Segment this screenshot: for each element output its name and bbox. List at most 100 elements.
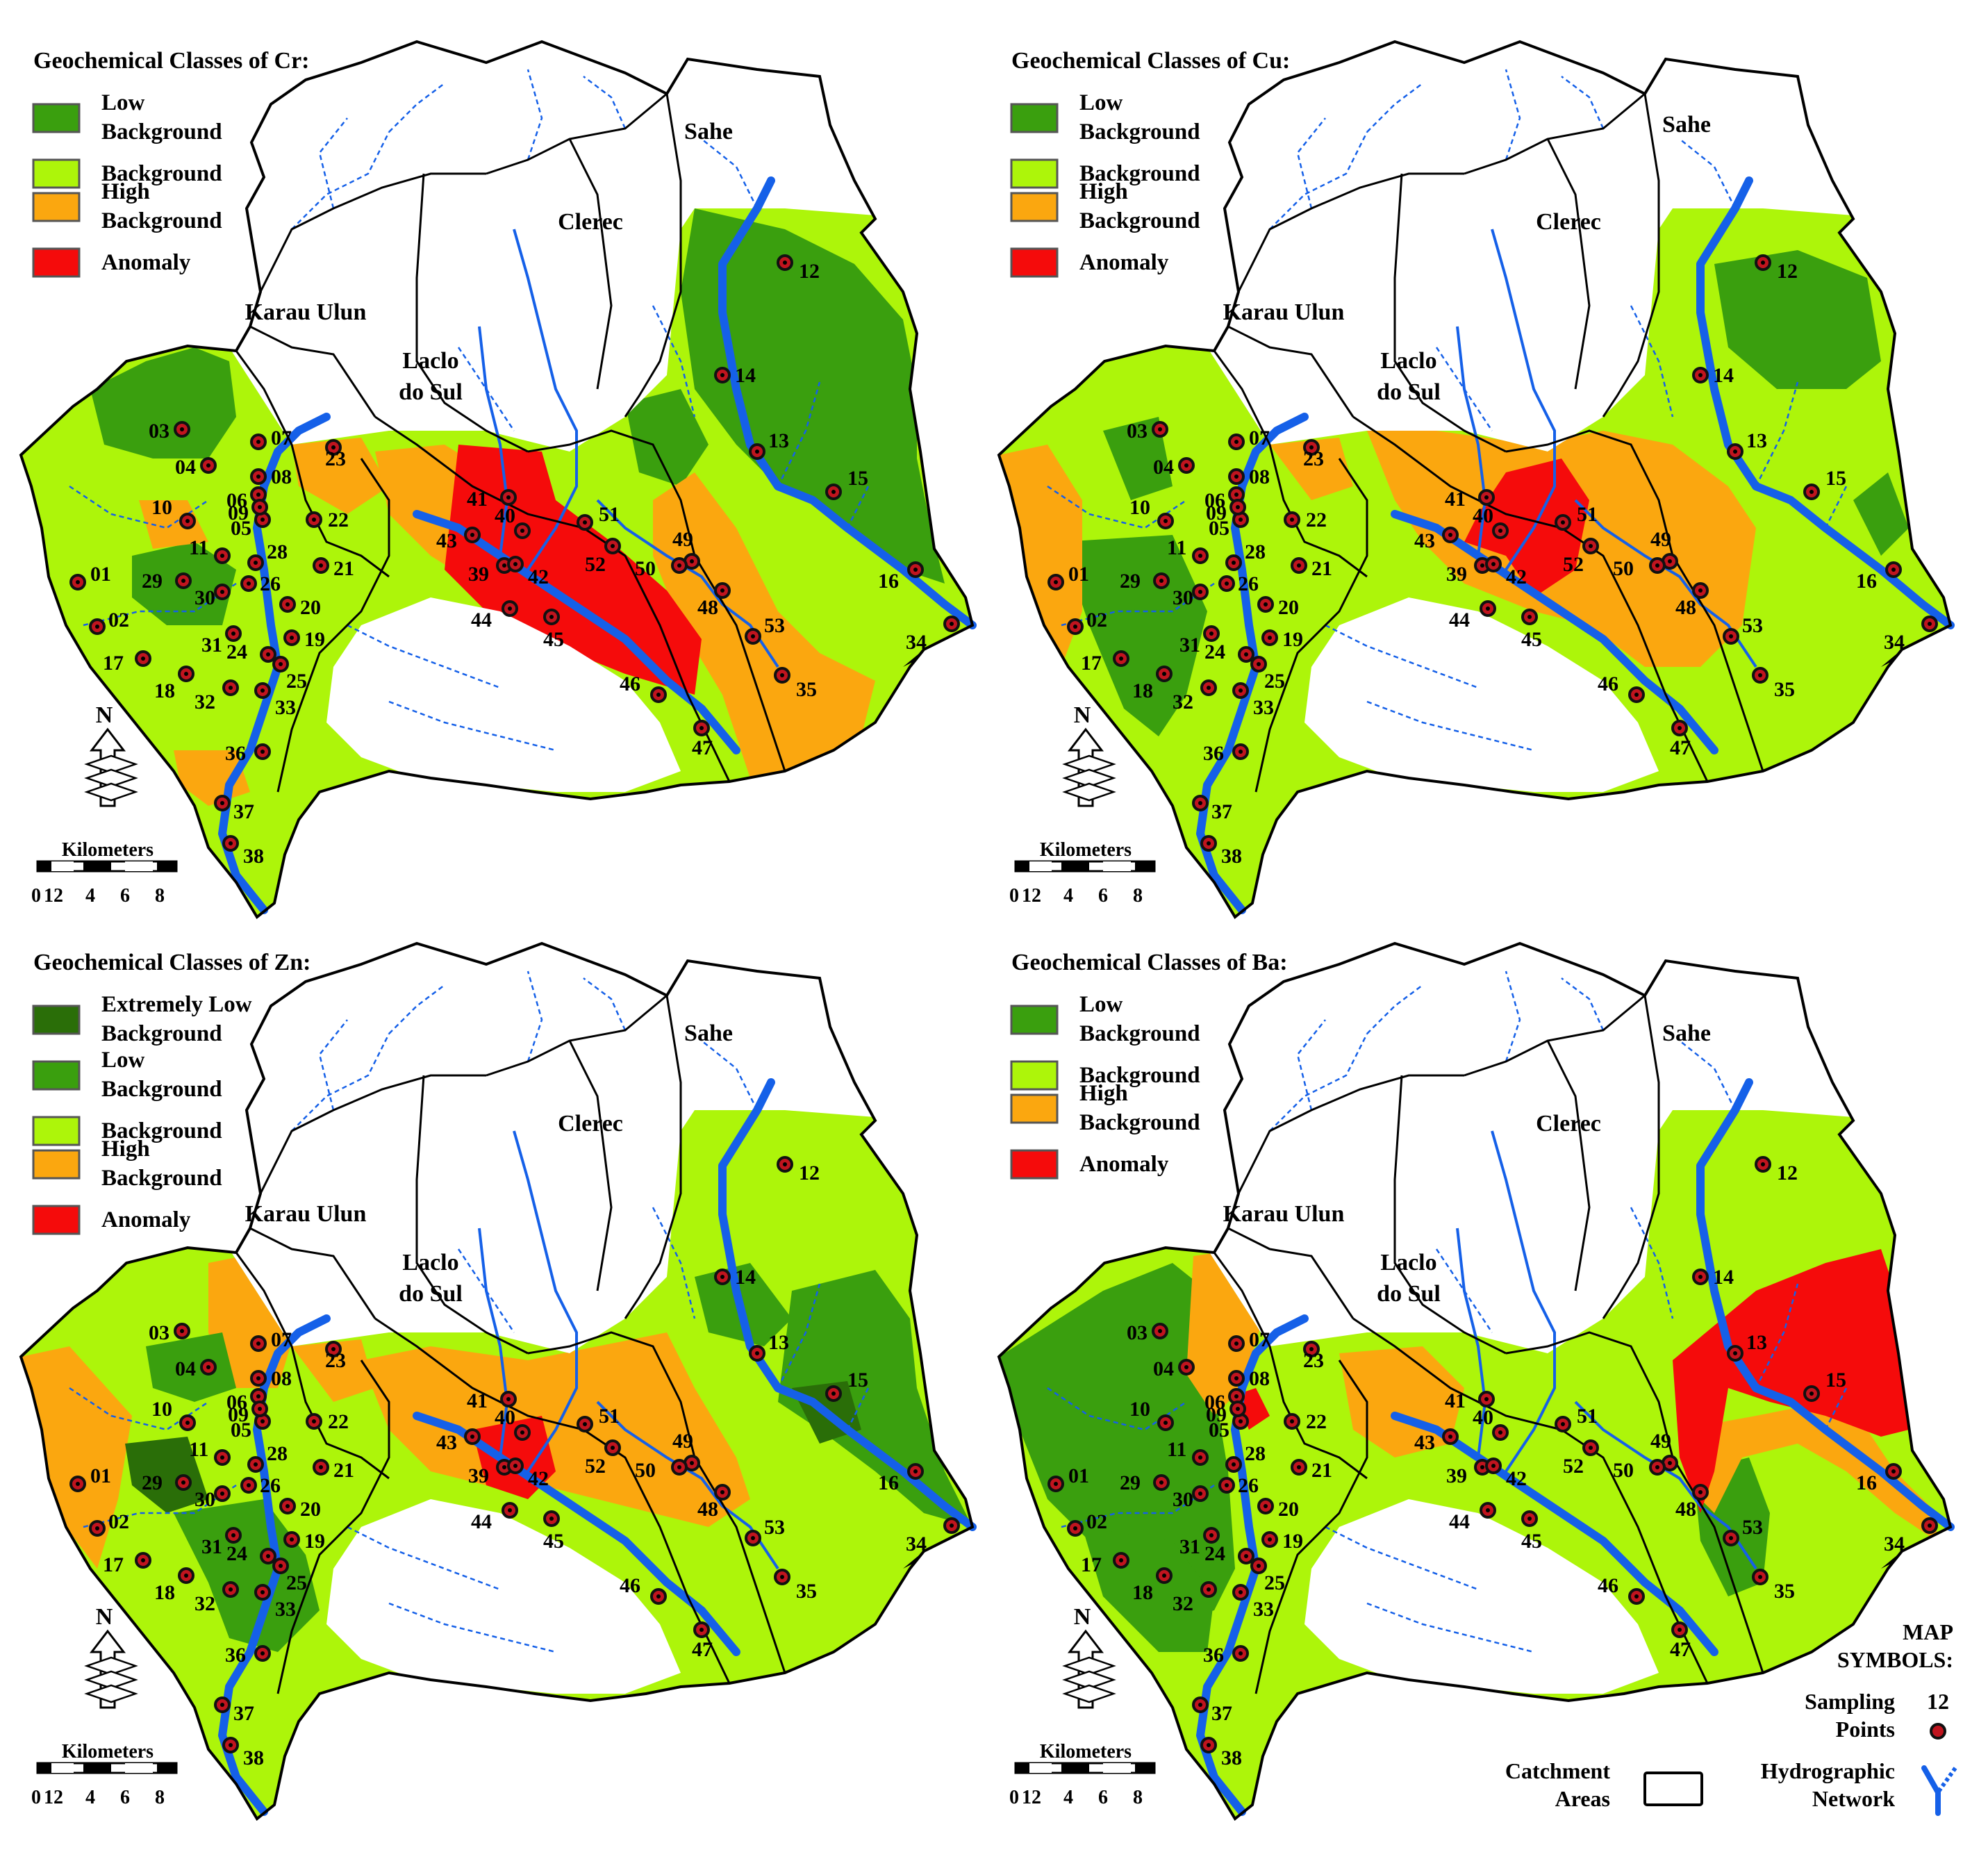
sampling-point: 25	[272, 656, 307, 693]
sampling-point: 35	[774, 667, 817, 701]
sampling-point-label: 43	[436, 1431, 457, 1454]
sampling-point-label: 19	[1282, 628, 1303, 651]
sampling-point-label: 08	[1249, 1367, 1270, 1390]
sampling-point-label: 28	[267, 540, 288, 563]
sampling-point-label: 07	[1249, 427, 1270, 449]
sampling-point-label: 30	[1173, 1488, 1193, 1511]
sampling-point-label: 06	[1204, 1391, 1225, 1414]
stream-line	[1755, 1283, 1799, 1389]
sampling-point-label: 01	[90, 1464, 111, 1487]
scale-title: Kilometers	[1040, 1741, 1132, 1762]
sampling-point-label: 09	[228, 1403, 249, 1426]
sampling-point-label: 46	[1598, 672, 1618, 695]
class-zone	[445, 445, 702, 695]
sampling-point-label: 10	[1129, 1398, 1150, 1421]
sampling-point-label: 17	[103, 1553, 124, 1576]
sampling-point-label: 01	[90, 563, 111, 586]
sampling-point-label: 48	[1675, 1498, 1696, 1521]
stream-line	[1325, 624, 1479, 689]
north-arrow-icon: N	[84, 702, 138, 807]
stream-line	[701, 138, 759, 209]
stream-line	[69, 485, 209, 529]
scale-tick: 2	[1032, 885, 1041, 907]
sampling-point-label: 25	[1264, 670, 1285, 693]
sampling-point-label: 37	[1211, 800, 1232, 823]
sampling-point: 45	[1521, 1510, 1542, 1553]
sampling-point: 47	[692, 1621, 713, 1661]
scale-bar: Kilometers 0 1 2 4 6 8	[1009, 839, 1156, 907]
scale-tick: 2	[53, 1787, 63, 1808]
class-zone	[292, 438, 389, 514]
sampling-point: 14	[714, 364, 756, 387]
sampling-point-label: 18	[1132, 679, 1153, 702]
sampling-point: 11	[189, 536, 231, 564]
catchment-boundary	[1393, 173, 1507, 453]
sampling-point-label: 01	[1068, 1464, 1089, 1487]
scale-bar: Kilometers 0 1 2 4 6 8	[31, 839, 178, 907]
legend-entry: High Background	[1010, 1081, 1200, 1135]
stream-line	[583, 977, 627, 1031]
sampling-point: 42	[507, 1457, 549, 1490]
catchment-label: Karau Ulun	[1223, 299, 1345, 325]
sampling-point: 07	[250, 427, 292, 450]
sampling-point: 29	[1120, 1471, 1170, 1494]
legend-label: Background	[1079, 1021, 1200, 1046]
stream-line	[1325, 1526, 1479, 1591]
river-line	[596, 499, 779, 668]
sampling-point: 52	[1563, 538, 1599, 576]
stream-line	[1296, 1019, 1326, 1111]
sampling-point-label: 44	[1449, 1510, 1470, 1533]
legend-entry: Background	[32, 158, 222, 189]
sampling-point: 53	[1723, 614, 1763, 645]
class-zone	[625, 389, 709, 486]
stream-line	[527, 971, 543, 1062]
legend-label: Anomaly	[101, 250, 191, 275]
sampling-point: 24	[226, 641, 276, 663]
sampling-point-label: 06	[1204, 489, 1225, 512]
sampling-point-label: 34	[1884, 1533, 1905, 1555]
sampling-point: 46	[620, 672, 667, 703]
stream-line	[83, 1484, 237, 1528]
sampling-point: 29	[142, 570, 192, 593]
sampling-point-label: 51	[1577, 503, 1598, 526]
legend-label: High	[1079, 179, 1128, 204]
scale-tick: 0	[31, 1787, 41, 1808]
sampling-point-label: 10	[151, 496, 172, 519]
catchment-area-symbol	[1643, 1771, 1703, 1806]
stream-line	[318, 117, 348, 209]
stream-line	[1679, 138, 1737, 209]
sampling-point: 32	[194, 1581, 239, 1615]
catchment-label: Clerec	[1536, 209, 1601, 235]
legend-swatch	[32, 1060, 81, 1091]
catchment-label: Laclo	[1380, 1250, 1436, 1275]
sampling-point-label: 08	[1249, 465, 1270, 488]
class-zone	[292, 1339, 375, 1402]
legend-swatch	[1010, 247, 1059, 278]
hydrographic-network-label: Hydrographic	[1761, 1758, 1895, 1783]
sampling-point-label: 52	[585, 553, 606, 576]
study-area-outline	[19, 40, 975, 919]
sampling-point: 51	[577, 1405, 620, 1432]
stream-line	[583, 76, 627, 129]
sampling-point: 36	[225, 1644, 271, 1667]
legend-swatch	[32, 158, 81, 189]
north-arrow-icon: N	[1062, 1604, 1116, 1709]
coast-mark	[903, 1551, 924, 1569]
sampling-point: 01	[69, 563, 111, 590]
sampling-point-label: 48	[1675, 596, 1696, 619]
coast-mark	[1881, 1551, 1902, 1569]
sampling-point: 06	[226, 486, 267, 512]
legend-label: Background	[101, 119, 222, 144]
sampling-point-label: 15	[847, 1369, 868, 1391]
sampling-point-label: 07	[1249, 1328, 1270, 1351]
class-zone	[1270, 438, 1353, 500]
stream-line	[1366, 1602, 1534, 1653]
sampling-point-label: 36	[225, 742, 246, 765]
sampling-point-label: 43	[436, 529, 457, 552]
sampling-point: 04	[175, 1357, 217, 1380]
sampling-point-label: 05	[1209, 1419, 1229, 1442]
catchment-boundary	[415, 173, 529, 453]
sampling-point: 12	[777, 254, 820, 283]
catchment-boundary	[1213, 1252, 1368, 1480]
